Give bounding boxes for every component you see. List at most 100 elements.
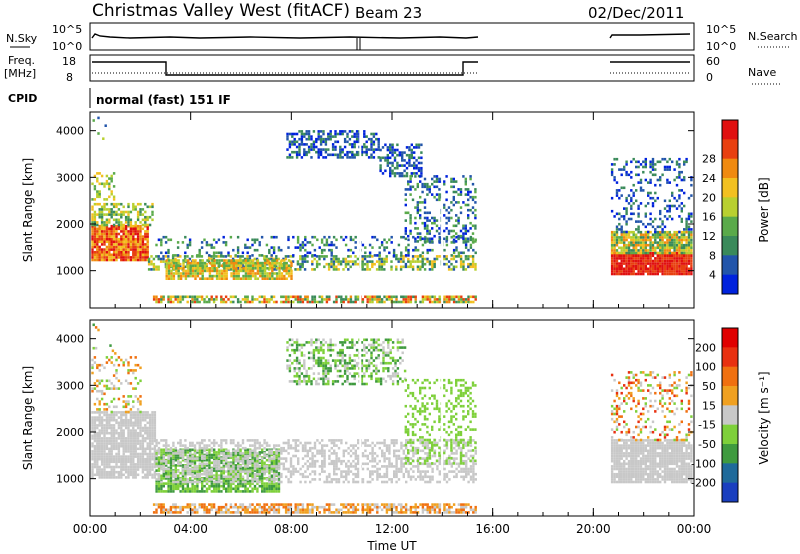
heatmap-cell [666,165,669,169]
heatmap-cell [115,243,118,246]
heatmap-cell [354,295,357,299]
heatmap-cell [184,469,187,472]
heatmap-cell [117,411,121,414]
heatmap-cell [100,418,104,422]
heatmap-cell [181,490,185,493]
heatmap-cell [124,240,128,244]
heatmap-cell [464,177,467,181]
heatmap-cell [127,421,130,425]
heatmap-cell [419,268,422,271]
heatmap-cell [100,460,104,464]
heatmap-cell [225,267,228,270]
heatmap-cell [237,453,240,457]
heatmap-cell [471,240,475,243]
heatmap-cell [134,424,137,427]
heatmap-cell [409,232,412,235]
heatmap-cell [630,270,633,273]
heatmap-cell [174,484,177,488]
heatmap-cell [98,172,101,175]
heatmap-cell [270,453,273,457]
heatmap-cell [649,196,652,200]
heatmap-cell [167,461,170,465]
heatmap-cell [184,295,187,299]
heatmap-cell [93,250,97,254]
heatmap-cell [329,153,332,157]
heatmap-cell [96,439,99,443]
heatmap-cell [389,166,392,170]
heatmap-cell [673,257,676,260]
heatmap-cell [215,269,219,273]
heatmap-cell [671,246,674,250]
heatmap-cell [129,235,133,238]
heatmap-cell [287,298,290,301]
heatmap-cell [651,246,655,250]
heatmap-cell [683,191,686,195]
heatmap-cell [398,172,401,175]
heatmap-cell [450,257,453,261]
heatmap-cell [129,256,133,259]
heatmap-cell [620,194,623,197]
power-cbar-label: Power [dB] [757,177,771,242]
heatmap-cell [420,166,423,170]
heatmap-cell [261,274,264,278]
heatmap-cell [292,295,295,299]
heatmap-cell [115,256,118,259]
heatmap-cell [124,248,128,251]
heatmap-cell [144,473,147,477]
heatmap-cell [117,447,121,451]
heatmap-cell [232,487,235,491]
heatmap-cell [155,472,158,476]
heatmap-cell [371,265,374,269]
heatmap-cell [165,482,168,485]
heatmap-cell [286,135,289,138]
heatmap-cell [327,262,331,266]
heatmap-cell [136,258,140,262]
heatmap-cell [132,426,135,430]
heatmap-cell [675,249,679,252]
heatmap-cell [169,446,173,450]
heatmap-cell [687,257,691,260]
heatmap-cell [98,437,101,440]
heatmap-cell [103,434,106,438]
heatmap-cell [393,166,397,170]
heatmap-cell [410,153,413,157]
heatmap-cell [363,262,367,266]
heatmap-cell [108,476,111,479]
heatmap-cell [428,298,432,301]
heatmap-cell [310,143,313,146]
heatmap-cell [368,260,372,263]
heatmap-cell [285,261,288,265]
heatmap-cell [668,243,671,247]
heatmap-cell [98,439,101,443]
heatmap-cell [630,217,633,221]
heatmap-cell [630,267,633,271]
heatmap-cell [191,441,194,445]
heatmap-cell [265,298,269,301]
heatmap-cell [318,255,321,258]
heatmap-cell [613,178,616,182]
heatmap-cell [189,477,192,480]
heatmap-cell [103,227,106,231]
heatmap-cell [258,241,261,244]
heatmap-cell [303,153,306,157]
heatmap-cell [300,135,304,138]
heatmap-cell [136,213,140,216]
heatmap-cell [327,268,331,271]
heatmap-cell [396,148,399,152]
heatmap-cell [275,277,279,280]
heatmap-cell [637,270,640,273]
heatmap-cell [151,455,154,458]
heatmap-cell [618,254,621,258]
heatmap-cell [144,221,147,224]
heatmap-cell [431,221,434,225]
heatmap-cell [188,243,192,247]
heatmap-cell [208,243,211,247]
heatmap-cell [256,298,259,301]
heatmap-cell [303,268,307,271]
heatmap-cell [217,448,221,452]
heatmap-cell [108,442,111,445]
heatmap-cell [644,249,647,252]
heatmap-cell [151,416,154,419]
heatmap-cell [220,300,223,304]
heatmap-cell [110,426,113,430]
